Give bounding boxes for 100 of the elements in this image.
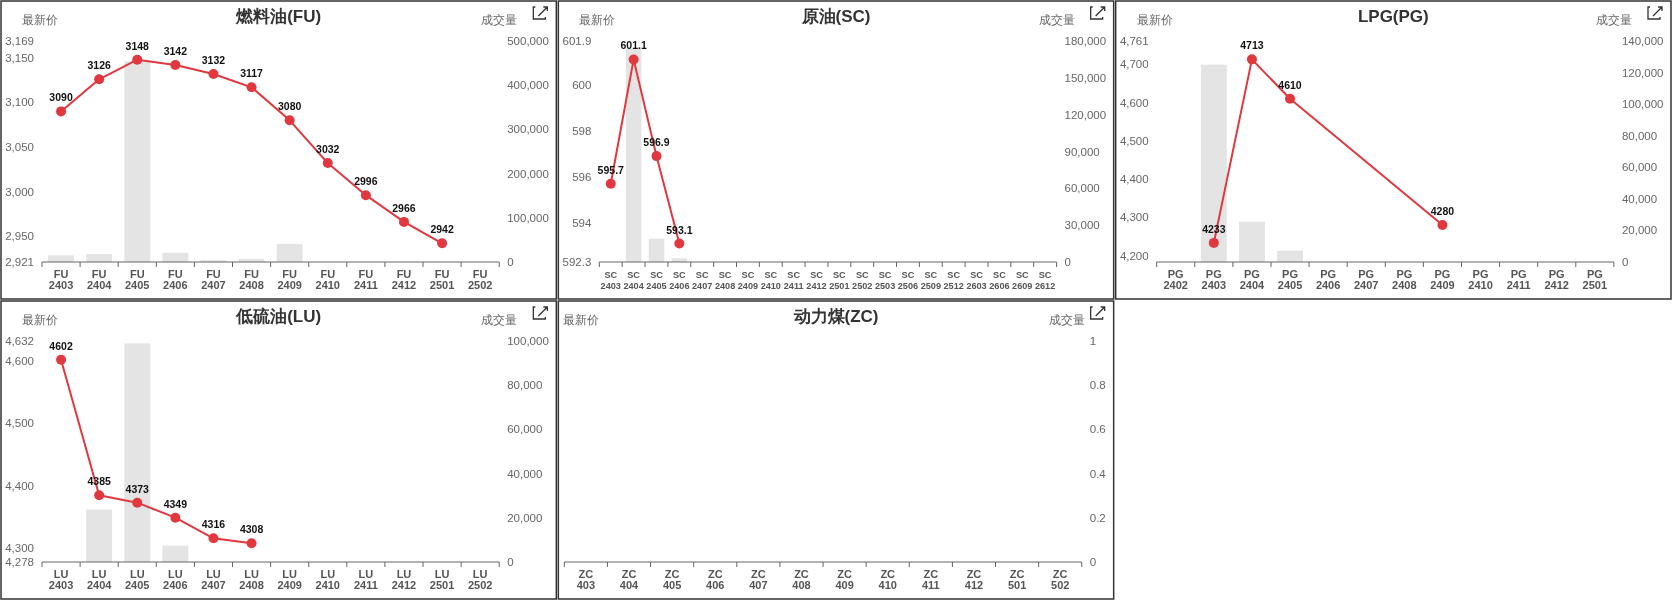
- x-tick-label: SC 2404: [623, 270, 645, 291]
- y-tick-label: 4,600: [5, 354, 34, 367]
- x-tick-label: PG 2407: [1353, 268, 1379, 291]
- y2-tick-label: 200,000: [507, 167, 549, 180]
- y-tick-label: 4,300: [1119, 211, 1149, 224]
- y-tick-label: 600: [572, 78, 592, 91]
- y2-tick-label: 150,000: [1064, 71, 1107, 84]
- y2-tick-label: 80,000: [507, 379, 543, 392]
- y2-tick-label: 0.4: [1089, 467, 1107, 480]
- y2-tick-label: 120,000: [1621, 66, 1664, 79]
- y2-axis-title: 成交量: [481, 313, 518, 327]
- x-tick-label: LU 2403: [48, 568, 74, 591]
- y-tick-label: 4,500: [5, 417, 34, 430]
- x-tick-label: LU 2502: [467, 568, 493, 591]
- y2-tick-label: 0.6: [1089, 423, 1106, 436]
- y-axis-title: 最新价: [22, 313, 58, 327]
- x-tick-label: SC 2403: [600, 270, 621, 291]
- y-tick-label: 4,278: [5, 556, 34, 568]
- x-tick-label: ZC 411: [921, 568, 940, 591]
- x-tick-label: ZC 407: [749, 568, 768, 591]
- x-tick-label: SC 2411: [783, 270, 804, 291]
- x-tick-label: PG 2408: [1392, 268, 1417, 291]
- x-tick-label: SC 2408: [714, 270, 736, 291]
- data-label: 4373: [125, 482, 150, 495]
- y2-tick-label: 20,000: [507, 511, 543, 524]
- x-tick-label: SC 2506: [897, 270, 919, 291]
- x-tick-label: SC 2501: [829, 270, 850, 291]
- y-tick-label: 3,150: [5, 51, 34, 64]
- x-tick-label: FU 2409: [277, 268, 302, 291]
- y2-tick-label: 40,000: [1621, 192, 1658, 205]
- x-tick-label: SC 2606: [989, 270, 1010, 291]
- x-tick-label: PG 2411: [1506, 268, 1531, 291]
- y2-tick-label: 1: [1089, 335, 1097, 347]
- y-axis-title: 最新价: [563, 313, 600, 327]
- y2-tick-label: 140,000: [1621, 35, 1664, 47]
- y-tick-label: 598: [572, 124, 592, 137]
- x-tick-label: ZC 404: [619, 568, 640, 591]
- y2-tick-label: 100,000: [507, 211, 549, 224]
- x-tick-label: LU 2412: [391, 568, 417, 591]
- y-axis-title: 最新价: [579, 13, 616, 27]
- data-label: 4308: [239, 523, 264, 536]
- x-tick-label: SC 2512: [943, 270, 964, 291]
- y-tick-label: 4,400: [5, 479, 34, 492]
- y2-tick-label: 300,000: [507, 123, 549, 136]
- x-tick-label: SC 2410: [760, 270, 781, 291]
- x-tick-label: ZC 410: [878, 568, 897, 591]
- chart-title: 动力煤(ZC): [792, 307, 879, 326]
- data-label: 3090: [49, 91, 73, 104]
- x-tick-label: PG 2406: [1315, 268, 1341, 291]
- x-tick-label: PG 2404: [1239, 268, 1266, 291]
- data-label: 3117: [240, 67, 264, 80]
- y-tick-label: 4,600: [1119, 96, 1149, 109]
- data-label: 3142: [163, 45, 188, 58]
- y-tick-label: 592.3: [562, 256, 592, 268]
- x-tick-label: PG 2409: [1430, 268, 1455, 291]
- y2-tick-label: 60,000: [507, 423, 543, 436]
- x-tick-label: FU 2405: [125, 268, 150, 291]
- y2-tick-label: 0: [1089, 556, 1097, 568]
- x-tick-label: SC 2509: [920, 270, 941, 291]
- x-tick-label: SC 2407: [692, 270, 713, 291]
- x-tick-label: LU 2409: [277, 568, 302, 591]
- y-tick-label: 4,632: [5, 335, 34, 347]
- y2-axis-title: 成交量: [1048, 313, 1085, 327]
- x-tick-label: SC 2406: [669, 270, 690, 291]
- x-tick-label: ZC 406: [706, 568, 725, 591]
- y2-tick-label: 120,000: [1064, 108, 1107, 121]
- x-tick-label: FU 2501: [429, 268, 455, 291]
- data-label: 601.1: [620, 39, 647, 52]
- y-tick-label: 4,761: [1119, 35, 1149, 47]
- x-tick-label: FU 2408: [239, 268, 264, 291]
- y2-tick-label: 60,000: [1621, 161, 1658, 174]
- data-label: 2996: [354, 175, 378, 188]
- x-tick-label: ZC 502: [1051, 568, 1070, 591]
- data-label: 2966: [392, 201, 416, 214]
- y2-tick-label: 80,000: [1621, 129, 1658, 142]
- x-tick-label: ZC 408: [792, 568, 811, 591]
- chart-title: LPG(PG): [1357, 7, 1429, 26]
- data-label: 2942: [430, 223, 454, 236]
- data-label: 3132: [201, 53, 226, 66]
- y-tick-label: 4,200: [1119, 249, 1149, 262]
- y-tick-label: 3,100: [5, 96, 34, 109]
- x-tick-label: FU 2406: [163, 268, 188, 291]
- y2-axis-title: 成交量: [1038, 13, 1075, 27]
- x-tick-label: ZC 405: [662, 568, 682, 591]
- data-label: 3148: [125, 39, 150, 52]
- y-tick-label: 3,169: [5, 35, 34, 47]
- chart-title: 燃料油(FU): [235, 7, 322, 26]
- y-tick-label: 601.9: [562, 35, 592, 47]
- y2-tick-label: 0.8: [1089, 379, 1106, 392]
- y2-tick-label: 100,000: [507, 335, 549, 347]
- y2-tick-label: 30,000: [1064, 219, 1100, 232]
- y2-axis-title: 成交量: [481, 13, 518, 27]
- x-tick-label: SC 2412: [806, 270, 827, 291]
- x-tick-label: SC 2409: [737, 270, 759, 291]
- x-tick-label: FU 2407: [201, 268, 226, 291]
- y2-tick-label: 100,000: [1621, 98, 1664, 111]
- x-tick-label: FU 2412: [391, 268, 417, 291]
- x-tick-label: ZC 412: [964, 568, 984, 591]
- x-tick-label: LU 2404: [86, 568, 113, 591]
- x-tick-label: ZC 501: [1007, 568, 1027, 591]
